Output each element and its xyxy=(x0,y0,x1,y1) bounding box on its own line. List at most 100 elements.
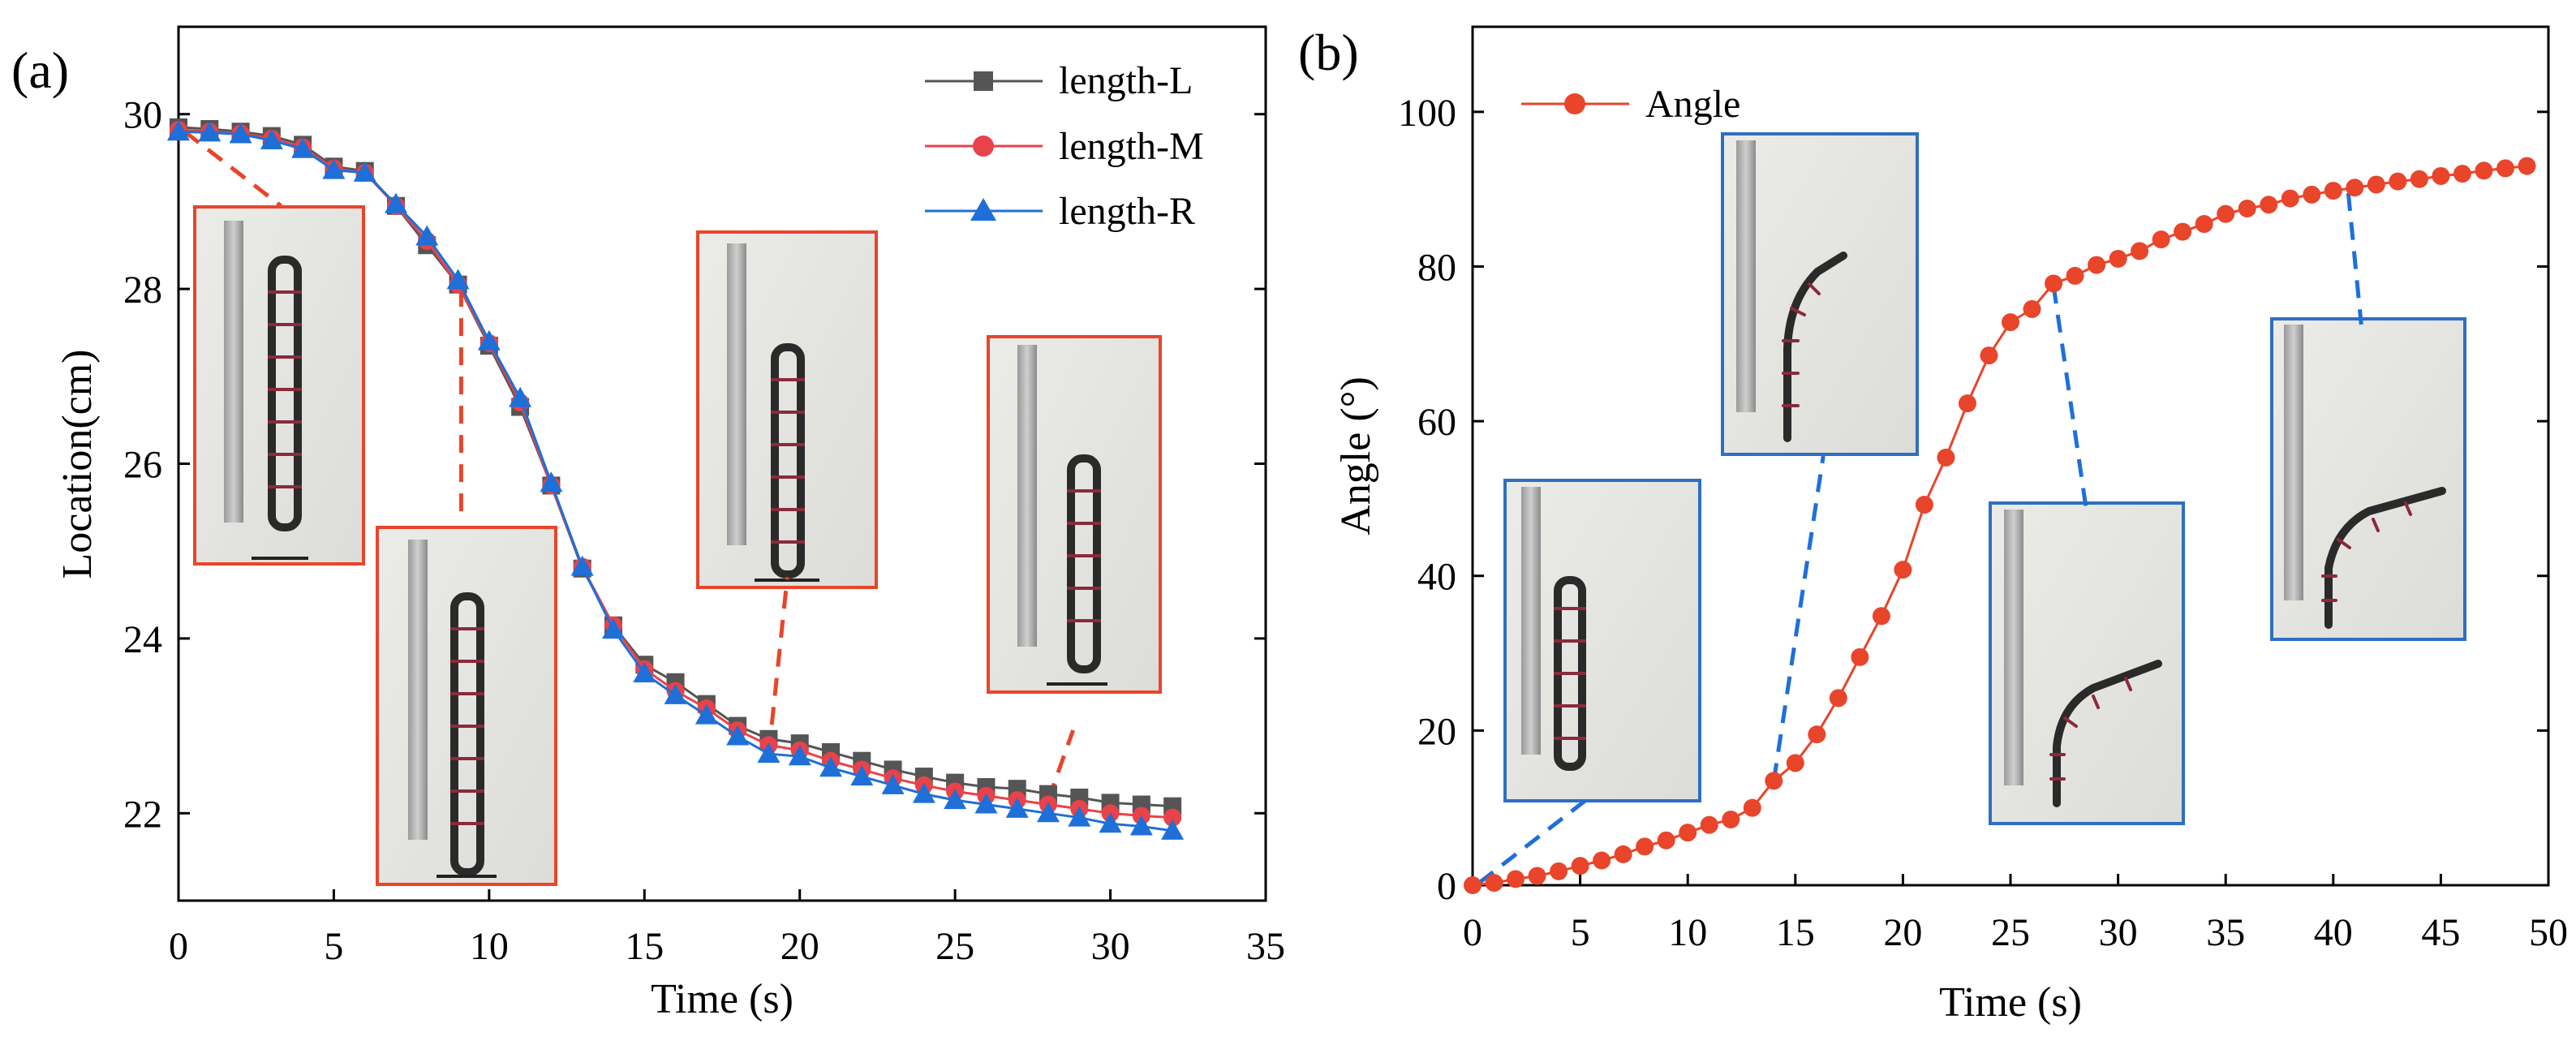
data-point-length-r-1 xyxy=(198,121,221,142)
callout-connector-3 xyxy=(766,577,789,755)
data-point-length-r-13 xyxy=(570,555,594,576)
legend-marker-circle xyxy=(1564,93,1585,114)
x-tick-label: 30 xyxy=(1091,925,1130,968)
panel-a-chart: (a) 0 5 10 15 20 25 30 35 22 24 26 28 30 Time (s) L… xyxy=(11,25,1285,1022)
y-tick-label: 60 xyxy=(1417,401,1456,444)
data-point-length-r-11 xyxy=(509,386,532,407)
panel-b-x-axis: 0 5 10 15 20 25 30 35 40 45 50 xyxy=(1463,874,2568,954)
data-point-length-r-6 xyxy=(353,161,376,182)
data-point-angle-36 xyxy=(2238,199,2256,217)
y-tick-label: 0 xyxy=(1437,865,1456,908)
y-tick-label: 30 xyxy=(123,94,162,137)
data-point-angle-5 xyxy=(1571,857,1589,875)
ruler-image xyxy=(1017,345,1037,647)
data-point-angle-9 xyxy=(1657,831,1675,850)
data-point-angle-43 xyxy=(2389,172,2407,191)
panel-a-y-axis: 22 24 26 28 30 xyxy=(123,94,1266,836)
legend-entry-length-l: length-L xyxy=(925,59,1193,102)
x-tick-label: 5 xyxy=(324,925,343,968)
data-point-length-r-20 xyxy=(788,745,811,766)
data-point-angle-7 xyxy=(1614,845,1632,863)
x-tick-label: 15 xyxy=(1776,911,1815,954)
panel-b-chart: (b) 0 5 10 15 20 25 30 35 40 45 50 0 20 40 60 80 100 Ti… xyxy=(1298,24,2568,1026)
robot-image xyxy=(2049,660,2162,807)
ruler-image xyxy=(408,540,428,840)
data-point-angle-31 xyxy=(2131,242,2149,260)
data-point-length-r-3 xyxy=(260,129,283,150)
panel-b-legend: Angle xyxy=(1521,83,1740,126)
data-point-length-r-4 xyxy=(291,137,315,158)
panel-b-connectors xyxy=(1477,192,2363,885)
x-tick-label: 35 xyxy=(1246,925,1285,968)
data-point-length-r-0 xyxy=(167,120,190,141)
data-point-angle-13 xyxy=(1743,798,1761,817)
data-point-angle-28 xyxy=(2066,266,2084,285)
legend-entry-length-r: length-R xyxy=(925,190,1195,233)
data-point-angle-45 xyxy=(2432,166,2450,185)
panel-b-label: (b) xyxy=(1298,24,1359,81)
x-tick-label: 25 xyxy=(935,925,974,968)
y-tick-label: 80 xyxy=(1417,246,1456,289)
x-tick-label: 25 xyxy=(1991,911,2030,954)
panel-b-inset-photo-1 xyxy=(1503,479,1701,802)
y-tick-label: 26 xyxy=(123,444,162,487)
y-tick-label: 40 xyxy=(1417,556,1456,599)
y-tick-label: 100 xyxy=(1398,92,1456,135)
data-point-length-r-22 xyxy=(850,765,874,786)
x-tick-label: 0 xyxy=(1463,911,1482,954)
data-point-length-r-28 xyxy=(1037,802,1060,823)
x-tick-label: 10 xyxy=(470,925,509,968)
data-point-length-r-8 xyxy=(415,225,439,246)
data-point-angle-39 xyxy=(2303,185,2321,204)
ruler-image xyxy=(2004,510,2023,785)
ruler-image xyxy=(1736,140,1756,412)
legend-marker-triangle xyxy=(970,198,996,221)
x-tick-label: 5 xyxy=(1571,911,1590,954)
data-point-angle-24 xyxy=(1980,346,1998,365)
panel-b-inset-photo-4 xyxy=(2270,317,2466,641)
panel-a-inset-photo-1 xyxy=(193,205,365,566)
data-point-length-r-15 xyxy=(633,661,656,682)
callout-connector-3 xyxy=(2051,285,2088,507)
data-point-angle-30 xyxy=(2109,249,2127,268)
panel-a-inset-photo-3 xyxy=(696,230,878,589)
panel-a-y-axis-title: Location(cm) xyxy=(54,350,101,579)
x-tick-label: 0 xyxy=(169,925,188,968)
robot-image xyxy=(1782,252,1847,442)
data-point-length-r-9 xyxy=(446,269,470,290)
ruler-image xyxy=(2284,325,2303,600)
x-tick-label: 15 xyxy=(625,925,664,968)
data-point-length-r-27 xyxy=(1005,797,1029,818)
data-point-angle-41 xyxy=(2346,179,2364,197)
data-point-angle-46 xyxy=(2453,165,2471,183)
data-point-length-r-2 xyxy=(229,123,252,144)
data-point-angle-33 xyxy=(2174,222,2192,241)
data-point-angle-18 xyxy=(1851,647,1869,666)
panel-b-y-axis-title: Angle (°) xyxy=(1333,376,1379,536)
data-point-angle-40 xyxy=(2324,182,2342,200)
data-point-angle-27 xyxy=(2045,274,2063,293)
data-point-angle-32 xyxy=(2152,230,2170,249)
data-point-length-r-14 xyxy=(602,618,625,639)
robot-image xyxy=(268,256,302,531)
data-point-angle-21 xyxy=(1915,496,1933,514)
data-point-angle-16 xyxy=(1808,725,1826,744)
data-point-length-r-10 xyxy=(477,329,501,351)
x-tick-label: 50 xyxy=(2529,911,2568,954)
x-tick-label: 45 xyxy=(2421,911,2460,954)
data-point-length-r-23 xyxy=(881,773,905,794)
data-point-angle-11 xyxy=(1700,815,1718,834)
data-point-length-r-32 xyxy=(1161,819,1185,840)
panel-a-label: (a) xyxy=(11,41,69,99)
panel-b-inset-photo-3 xyxy=(1989,501,2185,825)
data-point-length-r-16 xyxy=(664,683,687,704)
data-point-angle-42 xyxy=(2367,175,2385,194)
callout-connector-1 xyxy=(1477,794,1593,885)
data-point-angle-29 xyxy=(2088,256,2106,274)
data-point-angle-12 xyxy=(1722,810,1740,828)
y-tick-label: 20 xyxy=(1417,710,1456,753)
x-tick-label: 40 xyxy=(2314,911,2353,954)
data-point-angle-0 xyxy=(1464,876,1482,894)
data-point-angle-20 xyxy=(1894,561,1912,579)
panel-a-x-axis: 0 5 10 15 20 25 30 35 xyxy=(169,889,1285,968)
